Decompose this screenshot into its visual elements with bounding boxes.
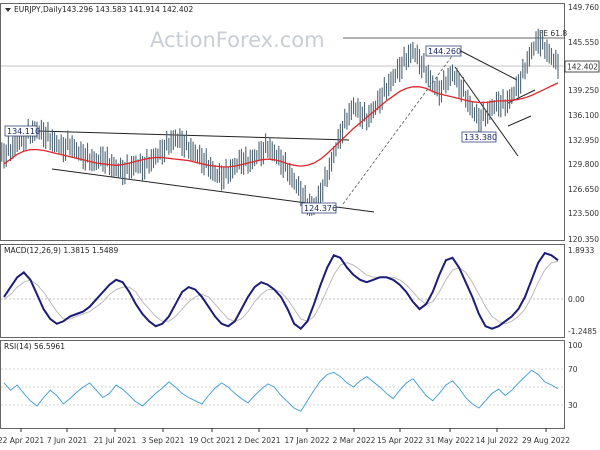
last-price-box	[564, 60, 600, 73]
upper-channel-line	[37, 130, 350, 141]
x-tick-label: 31 May 2022	[426, 436, 475, 445]
price-tick-label: 126.650	[568, 185, 599, 194]
ohlc-values: 143.296 143.583 141.914 142.402	[62, 5, 193, 14]
macd-signal-line	[3, 260, 559, 325]
last-price-label: 142.402	[567, 63, 598, 72]
annotation-133380: 133.380	[464, 133, 497, 142]
price-bars	[0, 28, 559, 217]
price-tick-label: 145.550	[568, 38, 599, 47]
x-tick-label: 14 Jul 2022	[476, 436, 519, 445]
price-annotations: 134.110 124.376 144.260 133.380	[4, 45, 497, 214]
annotation-box	[461, 131, 497, 143]
recent-channel-upper	[507, 89, 536, 104]
price-tick-label: 120.350	[568, 235, 599, 244]
x-tick-label: 3 Sep 2021	[142, 436, 185, 445]
rsi-panel	[0, 340, 565, 429]
macd-panel	[0, 244, 565, 338]
price-tick-label: 136.100	[568, 111, 599, 120]
rsi-line	[3, 369, 559, 412]
x-tick-label: 19 Oct 2021	[189, 436, 236, 445]
x-tick-label: 29 Aug 2022	[522, 436, 570, 445]
x-axis: 22 Apr 2021 7 Jun 2021 21 Jul 2021 3 Sep…	[0, 428, 570, 445]
price-tick-label: 149.760	[568, 3, 599, 12]
annotation-box	[4, 125, 38, 137]
macd-tick-label: -1.2485	[568, 327, 597, 336]
annotation-144260: 144.260	[428, 47, 461, 56]
macd-tick-label: 0.00	[568, 295, 585, 304]
price-tick-label: 129.800	[568, 160, 599, 169]
price-header: EURJPY,Daily 143.296 143.583 141.914 142…	[5, 5, 193, 14]
annotation-124376: 124.376	[304, 204, 337, 213]
x-tick-label: 2 Dec 2021	[237, 436, 280, 445]
rsi-title: RSI(14) 56.5961	[4, 342, 65, 351]
macd-line	[3, 251, 559, 331]
x-tick-label: 7 Jun 2021	[47, 436, 88, 445]
macd-title: MACD(12,26,9) 1.3815 1.5489	[4, 246, 118, 255]
annotation-box	[425, 45, 462, 57]
price-tick-label: 139.250	[568, 86, 599, 95]
x-tick-label: 22 Apr 2021	[0, 436, 44, 445]
price-y-axis: 149.760 145.550 139.250 136.100 132.950 …	[564, 3, 600, 244]
price-tick-label: 132.950	[568, 136, 599, 145]
watermark: ActionForex.com	[150, 28, 325, 52]
moving-average-line	[3, 82, 559, 168]
x-tick-label: 17 Jan 2022	[285, 436, 330, 445]
rsi-tick-label: 70	[568, 365, 578, 374]
x-tick-label: 2 Mar 2022	[333, 436, 376, 445]
wedge-lower-line	[454, 66, 519, 157]
price-panel	[0, 3, 565, 241]
macd-tick-label: 1.8933	[568, 246, 594, 255]
price-tick-label: 123.500	[568, 209, 599, 218]
annotation-134110: 134.110	[7, 127, 40, 136]
x-tick-label: 15 Apr 2022	[377, 436, 424, 445]
rsi-tick-label: 100	[568, 341, 583, 350]
x-tick-label: 21 Jul 2021	[94, 436, 137, 445]
annotation-box	[301, 202, 337, 214]
wedge-upper-line	[454, 47, 518, 81]
fe-618-label: FE 61.8	[539, 29, 567, 38]
price-title: EURJPY,Daily	[14, 5, 63, 14]
rsi-tick-label: 30	[568, 401, 578, 410]
rising-dashed-line	[342, 51, 456, 205]
recent-channel-lower	[507, 115, 532, 127]
